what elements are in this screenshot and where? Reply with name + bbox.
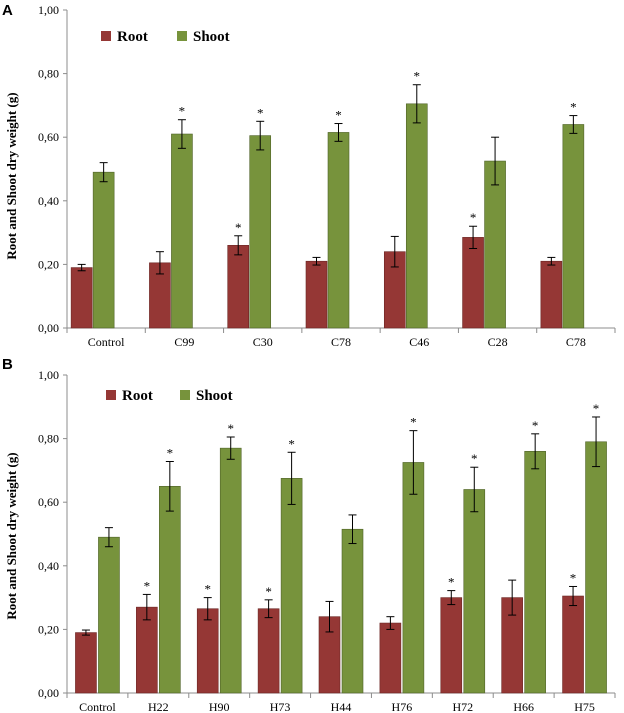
panel-b-significance-shoot: * (593, 401, 600, 416)
panel-b-significance-shoot: * (227, 421, 234, 436)
panel-a-bar-shoot (484, 160, 506, 329)
panel-b-bar-shoot (98, 536, 120, 694)
panel-b-bar-shoot (341, 528, 364, 694)
panel-a-bar-root (540, 260, 563, 329)
panel-b-bar-root (440, 597, 463, 694)
panel-b-y-axis-label: Root and Shoot dry weight (g) (4, 452, 19, 619)
panel-b-bar-shoot (585, 441, 607, 694)
panel-a-bar-root (305, 260, 328, 329)
panel-b-significance-root: * (448, 575, 455, 590)
panel-a-y-tick-label: 0,60 (38, 130, 59, 144)
panel-b-significance-shoot: * (167, 445, 174, 460)
legend-shoot-swatch (177, 31, 187, 41)
panel-a-bar-root (227, 245, 250, 329)
panel-b-significance-shoot: * (471, 451, 478, 466)
panel-b-significance-root: * (204, 582, 211, 597)
legend-root-swatch (106, 390, 116, 400)
panel-b-bar-root (379, 622, 402, 694)
panel-b-x-tick-label: H76 (392, 700, 413, 713)
panel-a-chart: A Root and Shoot dry weight (g) Root Sho… (2, 2, 616, 349)
panel-b-y-tick-label: 0,20 (38, 622, 59, 636)
panel-a-bar-shoot (327, 132, 350, 329)
panel-a-significance-shoot: * (570, 100, 577, 115)
panel-a-y-tick-label: 0,20 (38, 257, 59, 271)
panel-b-bar-shoot (463, 489, 486, 694)
panel-b-significance-root: * (144, 578, 151, 593)
panel-a-significance-root: * (470, 210, 477, 225)
panel-b-chart: B Root and Shoot dry weight (g) Root Sho… (2, 356, 616, 713)
panel-b-significance-shoot: * (288, 436, 295, 451)
panel-a-x-tick-label: C28 (488, 335, 508, 349)
panel-a-legend: Root Shoot (101, 29, 230, 45)
panel-a-x-tick-label: Control (88, 335, 125, 349)
panel-b-bar-shoot (219, 447, 242, 694)
panel-b-bar-shoot (402, 462, 425, 694)
panel-a-significance-shoot: * (414, 69, 421, 84)
panel-a-y-axis-label: Root and Shoot dry weight (g) (4, 92, 19, 259)
legend-root-label: Root (117, 29, 148, 45)
panel-b-bar-root (196, 608, 219, 694)
panel-a-bar-shoot (249, 135, 272, 329)
legend-root-label: Root (122, 388, 153, 404)
panel-b-bar-root (75, 632, 97, 694)
panel-a-bar-shoot (562, 124, 585, 329)
panel-a-bar-shoot (405, 103, 428, 329)
panel-b-x-tick-label: H75 (574, 700, 595, 713)
panel-b-y-tick-label: 1,00 (38, 368, 59, 382)
panel-a-significance-shoot: * (335, 108, 342, 123)
panel-b-legend: Root Shoot (106, 388, 233, 404)
panel-a-x-tick-label: C99 (174, 335, 194, 349)
panel-a-bar-root (462, 237, 484, 329)
panel-b-x-tick-label: Control (79, 700, 116, 713)
panel-b-significance-shoot: * (532, 418, 539, 433)
panel-b-bar-root (257, 608, 280, 694)
legend-shoot-swatch (180, 390, 190, 400)
panel-a-significance-shoot: * (257, 105, 264, 120)
panel-b-bar-shoot (280, 478, 303, 694)
legend-shoot-label: Shoot (196, 388, 233, 404)
panel-a-letter: A (2, 2, 13, 19)
panel-a-bar-shoot (171, 133, 193, 329)
panel-a-y-tick-label: 0,40 (38, 194, 59, 208)
panel-a-bar-root (70, 267, 93, 329)
panel-b-y-tick-label: 0,40 (38, 559, 59, 573)
panel-b-significance-shoot: * (410, 415, 417, 430)
panel-a-x-tick-label: C30 (253, 335, 273, 349)
panel-b-y-tick-label: 0,60 (38, 495, 59, 509)
panel-a-y-tick-label: 0,80 (38, 67, 59, 81)
panel-b-y-tick-label: 0,00 (38, 686, 59, 700)
panel-b-letter: B (2, 356, 13, 373)
panel-a-significance-shoot: * (179, 104, 186, 119)
panel-b-significance-root: * (265, 584, 272, 599)
panel-b-x-tick-label: H66 (513, 700, 534, 713)
legend-root-swatch (101, 31, 111, 41)
panel-a-y-tick-label: 0,00 (38, 321, 59, 335)
panel-b-significance-root: * (570, 570, 577, 585)
panel-b-bar-shoot (159, 485, 181, 694)
panel-b-bar-shoot (524, 451, 546, 694)
panel-a-x-tick-label: C46 (409, 335, 429, 349)
panel-b-y-tick-label: 0,80 (38, 432, 59, 446)
panel-b-bar-root (562, 595, 584, 694)
panel-b-x-tick-label: H90 (209, 700, 230, 713)
panel-a-bar-shoot (92, 171, 115, 329)
legend-shoot-label: Shoot (193, 29, 230, 45)
panel-a-x-tick-label: C78 (566, 335, 586, 349)
panel-b-x-tick-label: H72 (452, 700, 473, 713)
panel-b-x-tick-label: H22 (148, 700, 169, 713)
panel-b-x-tick-label: H73 (270, 700, 291, 713)
panel-a-significance-root: * (235, 220, 242, 235)
panel-b-x-tick-label: H44 (331, 700, 352, 713)
panel-a-y-tick-label: 1,00 (38, 3, 59, 17)
panel-a-x-tick-label: C78 (331, 335, 351, 349)
